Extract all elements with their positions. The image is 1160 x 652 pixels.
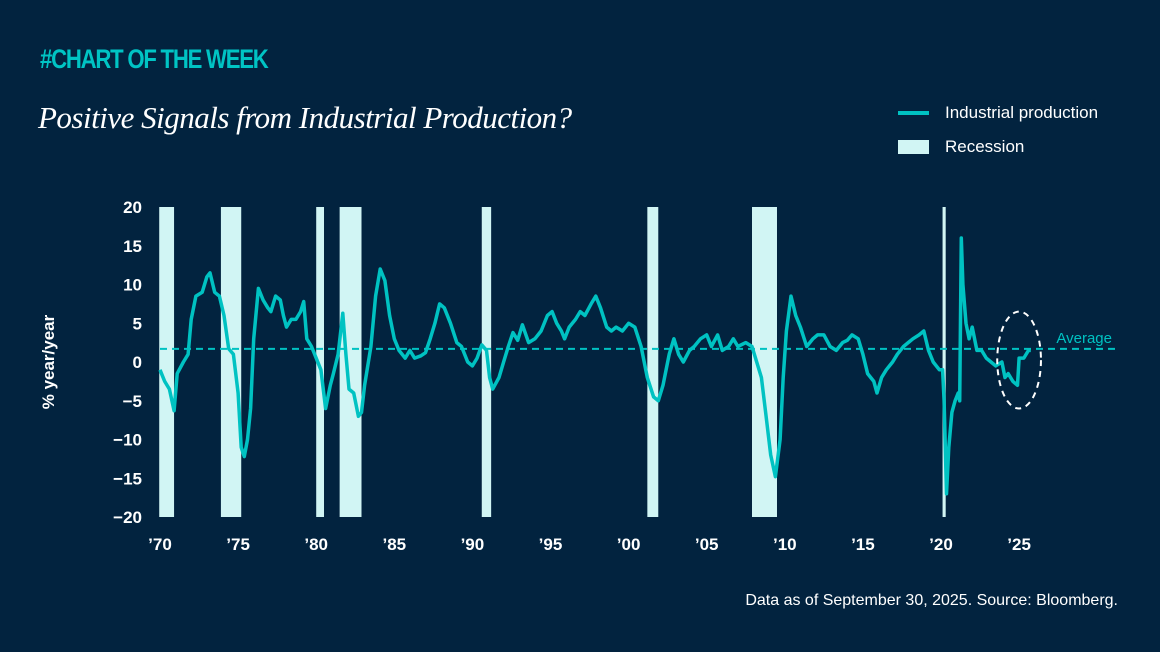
recession-swatch-icon [898, 140, 929, 154]
legend-item-recession: Recession [898, 130, 1098, 164]
x-tick-label: ’75 [226, 535, 250, 554]
x-tick-label: ’20 [929, 535, 953, 554]
recession-band [220, 207, 242, 517]
chart-of-the-week-kicker: #CHART OF THE WEEK [40, 44, 269, 74]
legend: Industrial production Recession [898, 96, 1098, 164]
highlight-ellipse [996, 310, 1042, 410]
y-tick-label: 20 [123, 198, 142, 217]
x-tick-label: ’25 [1007, 535, 1031, 554]
chart-title: Positive Signals from Industrial Product… [38, 100, 572, 135]
y-axis-label: % year/year [39, 314, 58, 409]
y-axis-ticks: 20 15 10 5 0 −5 −10 −15 −20 [113, 198, 142, 527]
x-tick-label: ’70 [148, 535, 172, 554]
average-label: Average [1056, 330, 1112, 347]
recession-band [339, 207, 362, 517]
y-tick-label: 15 [123, 237, 142, 256]
y-tick-label: −15 [113, 469, 142, 488]
x-tick-label: ’15 [851, 535, 875, 554]
line-swatch-icon [898, 111, 929, 115]
x-tick-label: ’00 [617, 535, 641, 554]
x-tick-label: ’90 [461, 535, 485, 554]
y-tick-label: −20 [113, 508, 142, 527]
x-tick-label: ’05 [695, 535, 719, 554]
legend-label: Recession [945, 137, 1025, 156]
legend-label: Industrial production [945, 103, 1099, 122]
x-tick-label: ’10 [773, 535, 797, 554]
source-note: Data as of September 30, 2025. Source: B… [745, 592, 1118, 609]
legend-item-industrial-production: Industrial production [898, 96, 1098, 130]
recession-band [316, 207, 325, 517]
y-tick-label: 10 [123, 276, 142, 295]
series-group [158, 236, 1031, 496]
recession-band [159, 207, 175, 517]
y-tick-label: −5 [123, 392, 142, 411]
y-tick-label: 0 [133, 353, 142, 372]
recession-band [942, 207, 946, 517]
average-line-group: Average [160, 330, 1118, 350]
recession-bands [159, 207, 946, 517]
x-tick-label: ’85 [382, 535, 406, 554]
recession-band [647, 207, 659, 517]
x-tick-label: ’80 [304, 535, 328, 554]
y-tick-label: 5 [133, 314, 142, 333]
y-tick-label: −10 [113, 431, 142, 450]
highlight-group [996, 310, 1042, 410]
x-axis-ticks: ’70 ’75 ’80 ’85 ’90 ’95 ’00 ’05 ’10 ’15 ’20 ’25 [148, 535, 1031, 554]
x-tick-label: ’95 [539, 535, 563, 554]
industrial-production-line [158, 236, 1031, 496]
